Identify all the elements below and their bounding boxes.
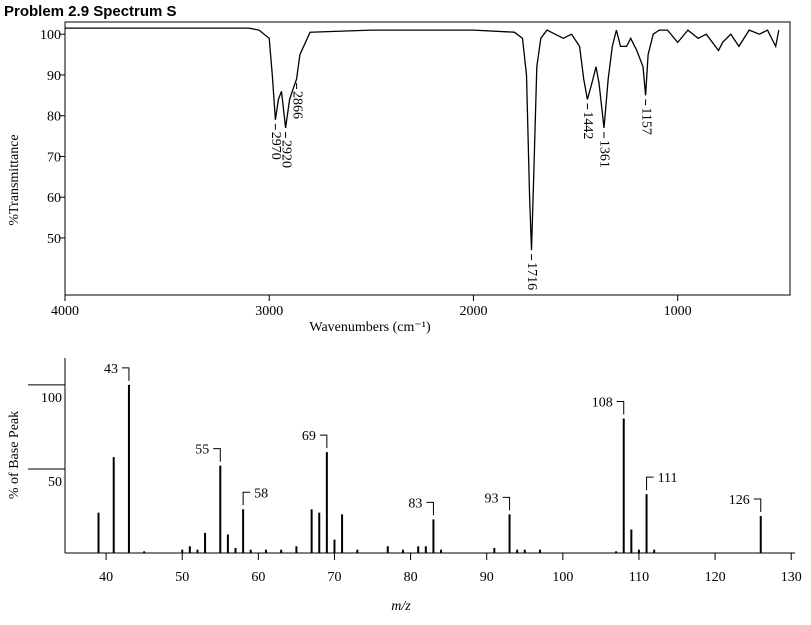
peak-label: 93 — [485, 491, 499, 506]
peak-label: 2866 — [289, 91, 304, 119]
x-tick-label: 50 — [175, 570, 189, 585]
peak-bracket — [213, 448, 221, 462]
y-tick-label: 50 — [47, 232, 61, 247]
x-tick-label: 100 — [552, 570, 573, 585]
peak-label: 58 — [254, 486, 268, 501]
peak-bracket — [319, 434, 328, 449]
peak-label: 69 — [302, 429, 316, 444]
x-tick-label: 60 — [251, 570, 265, 585]
y-tick-label: 60 — [47, 191, 61, 206]
y-axis-label: % of Base Peak — [7, 411, 22, 499]
x-tick-label: 70 — [327, 570, 341, 585]
x-tick-label: 40 — [99, 570, 113, 585]
y-tick-label: 70 — [47, 150, 61, 165]
peak-bracket — [753, 498, 762, 513]
spectrum-line — [65, 27, 780, 251]
peak-label: 1442 — [580, 111, 595, 139]
x-tick-label: 130 — [781, 570, 802, 585]
y-tick-label: 50 — [48, 475, 62, 490]
peak-label: 126 — [729, 493, 750, 508]
chart-title: Problem 2.9 Spectrum S — [4, 3, 177, 20]
x-tick-label: 3000 — [255, 304, 283, 319]
x-axis-label: Wavenumbers (cm⁻¹) — [309, 320, 431, 335]
peak-bracket — [646, 476, 654, 491]
peak-label: 108 — [592, 396, 613, 411]
y-tick-label: 100 — [41, 391, 62, 406]
ir-frame — [64, 21, 791, 296]
peak-label: 55 — [195, 443, 209, 458]
y-tick-label: 80 — [47, 110, 61, 125]
y-axis-label: %Transmittance — [7, 134, 22, 225]
peak-bracket — [502, 496, 511, 511]
peak-label: 111 — [658, 471, 678, 486]
x-axis-label: m/z — [391, 599, 411, 614]
peak-label: 43 — [104, 362, 118, 377]
peak-label: 2970 — [268, 132, 283, 160]
peak-bracket — [242, 491, 251, 506]
x-tick-label: 110 — [629, 570, 649, 585]
x-tick-label: 120 — [705, 570, 726, 585]
peak-label: 1157 — [638, 107, 653, 134]
peak-bracket — [121, 367, 130, 381]
peak-bracket — [426, 501, 434, 516]
x-tick-label: 4000 — [51, 304, 79, 319]
y-tick-label: 100 — [40, 28, 61, 43]
y-tick-label: 90 — [47, 69, 61, 84]
peak-label: 2920 — [278, 140, 293, 168]
peak-bracket — [616, 401, 625, 415]
x-tick-label: 80 — [404, 570, 418, 585]
x-tick-label: 2000 — [459, 304, 487, 319]
x-tick-label: 1000 — [664, 304, 692, 319]
peak-label: 1361 — [597, 140, 612, 168]
x-tick-label: 90 — [480, 570, 494, 585]
peak-label: 83 — [408, 496, 422, 511]
peak-label: 1716 — [524, 262, 539, 290]
